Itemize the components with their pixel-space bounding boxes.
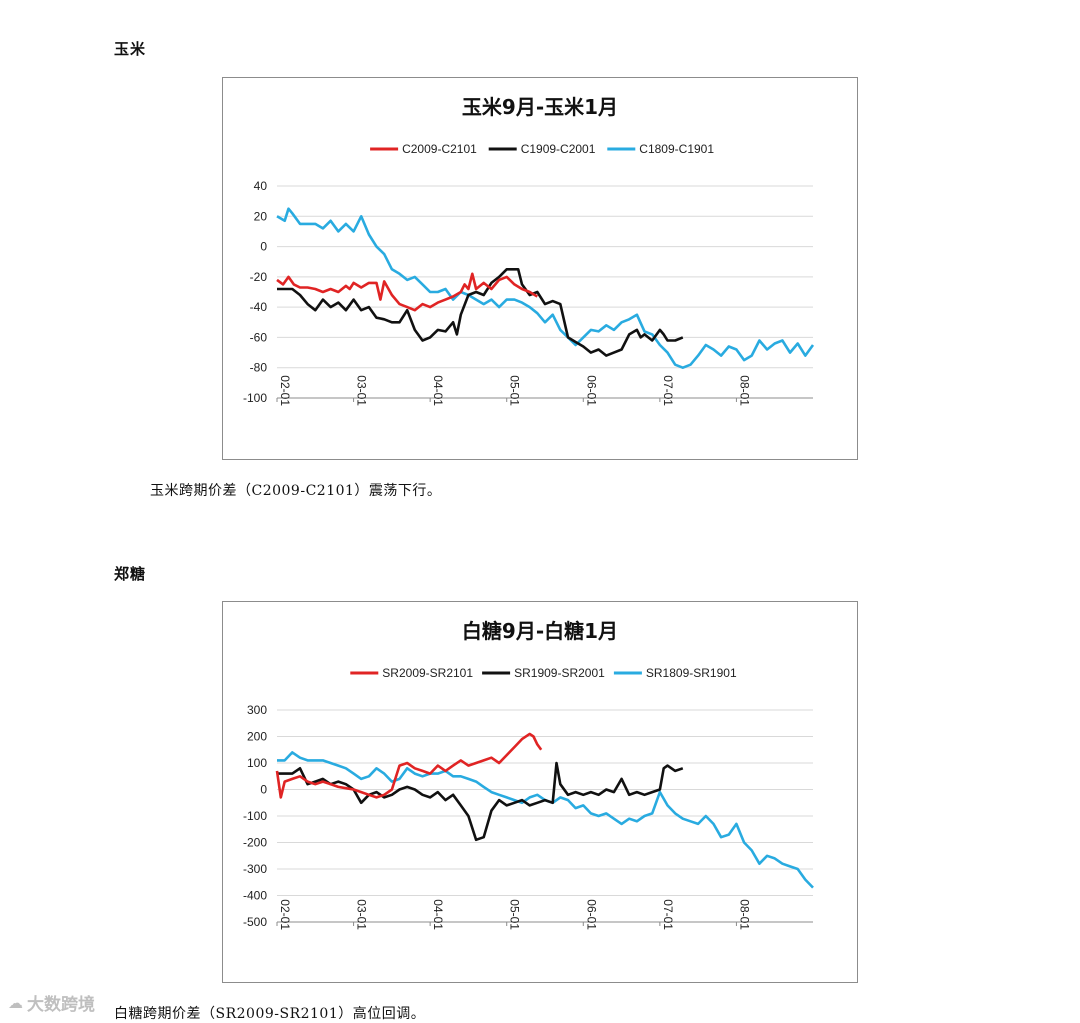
section-heading-corn: 玉米 (114, 40, 147, 58)
corn-spread-chart: 玉米9月-玉米1月 C2009-C2101 C1909-C2001 C1809-C19… (222, 77, 858, 460)
y-tick-label: -100 (243, 809, 267, 823)
section-heading-sugar: 郑糖 (114, 565, 147, 583)
legend-item: C1909-C2001 (488, 142, 596, 156)
legend-item: C2009-C2101 (370, 142, 477, 156)
legend-item: SR2009-SR2101 (350, 666, 473, 680)
y-tick-label: 300 (247, 703, 267, 717)
cloud-icon: ☁ (8, 993, 23, 1012)
legend: SR2009-SR2101 SR1909-SR2001 SR1809-SR1901 (350, 666, 737, 680)
y-tick-label: 0 (260, 783, 267, 797)
x-tick-label: 06-01 (584, 375, 598, 406)
x-tick-label: 07-01 (661, 375, 675, 406)
y-tick-label: 100 (247, 756, 267, 770)
x-tick-label: 04-01 (431, 899, 445, 930)
x-tick-label: 02-01 (278, 375, 292, 406)
y-tick-label: -500 (243, 915, 267, 929)
sugar-spread-chart-svg: 白糖9月-白糖1月 SR2009-SR2101 SR1909-SR2001 SR180… (243, 619, 814, 930)
legend-label: C1909-C2001 (521, 142, 596, 156)
series-line-sr1909-sr2001 (277, 761, 684, 842)
watermark: ☁ 大数跨境 (8, 990, 95, 1016)
legend-label: SR1809-SR1901 (646, 666, 737, 680)
x-tick-label: 07-01 (661, 899, 675, 930)
series-line-c2009-c2101 (276, 272, 538, 312)
x-tick-label: 03-01 (355, 899, 369, 930)
legend-item: SR1809-SR1901 (613, 666, 737, 680)
legend-label: C2009-C2101 (402, 142, 477, 156)
corn-caption: 玉米跨期价差（C2009-C2101）震荡下行。 (150, 483, 442, 499)
x-tick-label: 08-01 (737, 375, 751, 406)
legend-item: SR1909-SR2001 (482, 666, 605, 680)
y-tick-label: -40 (250, 300, 268, 314)
legend: C2009-C2101 C1909-C2001 C1809-C1901 (370, 142, 714, 156)
x-tick-label: 03-01 (355, 375, 369, 406)
y-tick-label: -20 (250, 270, 268, 284)
y-tick-label: -400 (243, 889, 267, 903)
x-tick-label: 02-01 (278, 899, 292, 930)
legend-label: SR1909-SR2001 (514, 666, 605, 680)
y-tick-label: -300 (243, 862, 267, 876)
x-tick-label: 05-01 (508, 375, 522, 406)
series-line-sr1809-sr1901 (277, 751, 814, 889)
series-line-sr2009-sr2101 (275, 732, 543, 799)
sugar-spread-chart: 白糖9月-白糖1月 SR2009-SR2101 SR1909-SR2001 SR180… (222, 601, 858, 983)
y-tick-label: -60 (250, 330, 268, 344)
x-tick-label: 05-01 (508, 899, 522, 930)
y-tick-label: 20 (254, 209, 268, 223)
chart-title: 白糖9月-白糖1月 (462, 619, 618, 643)
x-tick-label: 08-01 (737, 899, 751, 930)
watermark-text: 大数跨境 (27, 995, 95, 1015)
chart-title: 玉米9月-玉米1月 (462, 95, 618, 119)
legend-item: C1809-C1901 (607, 142, 714, 156)
sugar-caption: 白糖跨期价差（SR2009-SR2101）高位回调。 (114, 1006, 426, 1022)
x-tick-label: 04-01 (431, 375, 445, 406)
corn-spread-chart-svg: 玉米9月-玉米1月 C2009-C2101 C1909-C2001 C1809-C19… (243, 95, 815, 406)
y-tick-label: 0 (260, 240, 267, 254)
y-tick-label: -200 (243, 836, 267, 850)
series-line-c1809-c1901 (276, 207, 815, 370)
y-tick-label: 40 (254, 179, 268, 193)
y-tick-label: 200 (247, 730, 267, 744)
series-line-c1909-c2001 (277, 268, 684, 357)
y-tick-label: -100 (243, 391, 267, 405)
legend-label: C1809-C1901 (639, 142, 714, 156)
legend-label: SR2009-SR2101 (382, 666, 473, 680)
x-tick-label: 06-01 (584, 899, 598, 930)
y-tick-label: -80 (250, 361, 268, 375)
